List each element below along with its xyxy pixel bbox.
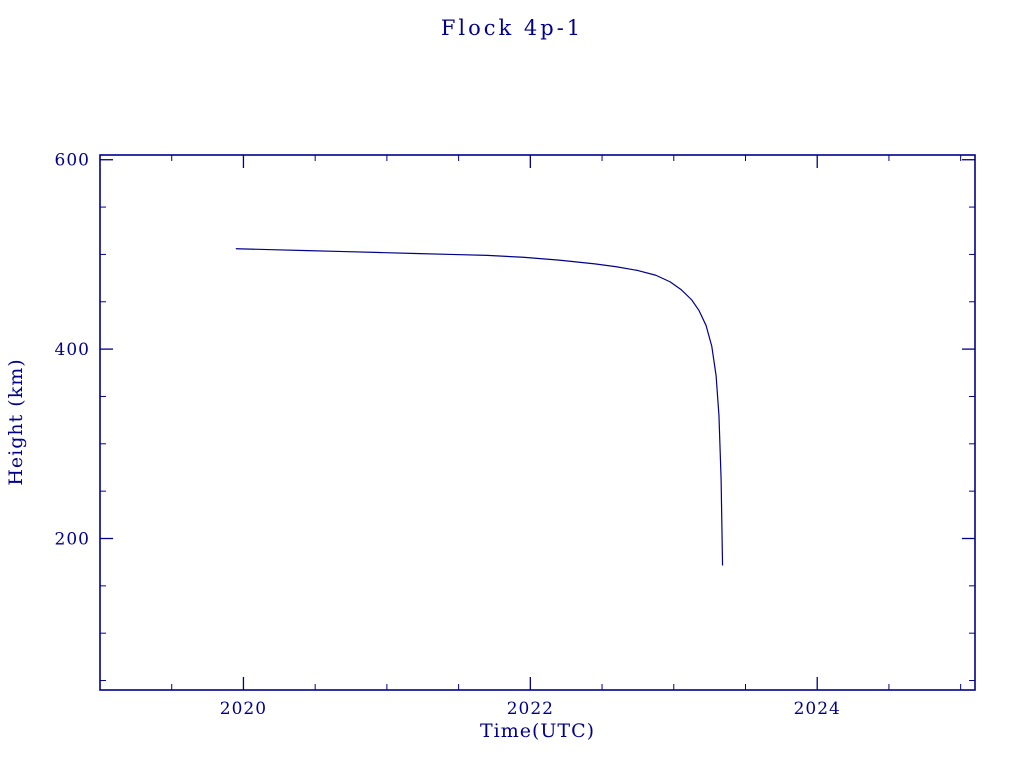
height-decay-line [235,248,724,566]
y-tick-label: 600 [55,151,90,171]
x-tick-label: 2022 [507,699,554,719]
y-axis-label: Height (km) [5,358,27,486]
chart-title: Flock 4p-1 [440,16,584,40]
y-tick-label: 400 [55,340,90,360]
x-tick-label: 2024 [794,699,841,719]
y-tick-label: 200 [55,529,90,549]
axis-frame [99,154,976,691]
x-tick-label: 2020 [220,699,267,719]
x-axis-label: Time(UTC) [479,720,596,742]
